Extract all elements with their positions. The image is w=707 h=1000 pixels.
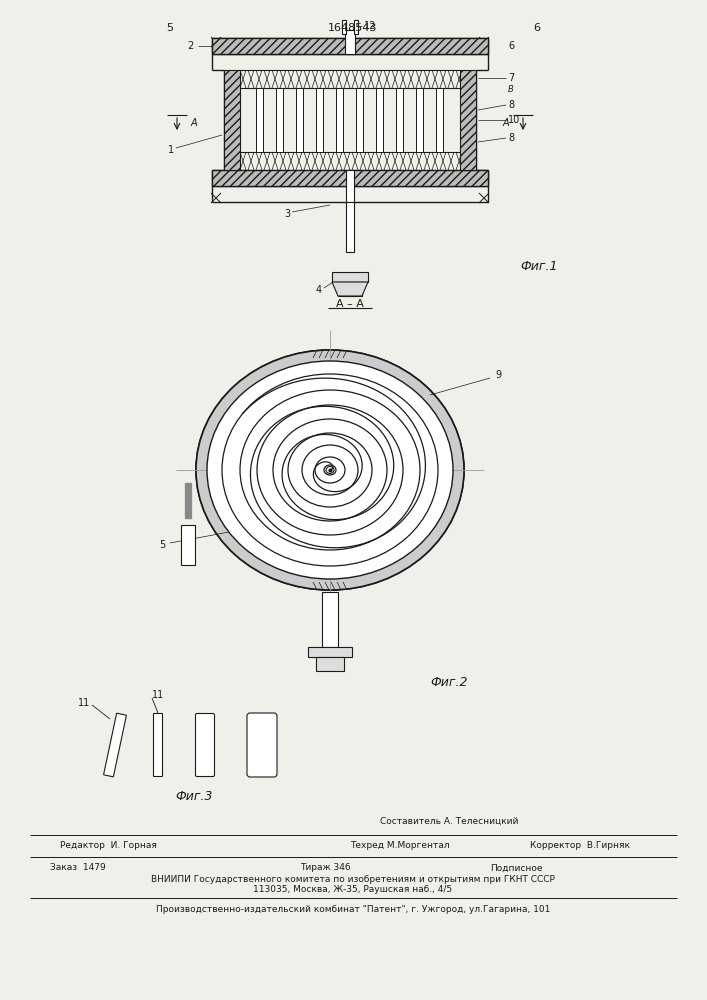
Text: Фиг.2: Фиг.2 — [430, 676, 467, 688]
Polygon shape — [185, 516, 191, 518]
Text: В: В — [508, 86, 514, 95]
Text: 6: 6 — [534, 23, 540, 33]
Text: 113035, Москва, Ж-35, Раушская наб., 4/5: 113035, Москва, Ж-35, Раушская наб., 4/5 — [253, 886, 452, 894]
Bar — [276, 88, 284, 152]
Text: 5: 5 — [167, 23, 173, 33]
Text: Тираж 346: Тираж 346 — [300, 863, 351, 872]
Polygon shape — [185, 504, 191, 506]
Text: Подписное: Подписное — [490, 863, 542, 872]
FancyBboxPatch shape — [247, 713, 277, 777]
Text: А – А: А – А — [336, 299, 364, 309]
Bar — [346, 202, 354, 252]
FancyBboxPatch shape — [153, 714, 163, 776]
Text: 1: 1 — [168, 145, 174, 155]
Polygon shape — [185, 483, 191, 485]
Bar — [436, 88, 443, 152]
Polygon shape — [185, 513, 191, 515]
Bar — [308, 647, 352, 657]
Text: 5: 5 — [159, 540, 165, 550]
Bar — [332, 272, 368, 282]
Bar — [316, 657, 344, 671]
Text: Производственно-издательский комбинат "Патент", г. Ужгород, ул.Гагарина, 101: Производственно-издательский комбинат "П… — [156, 904, 550, 914]
Ellipse shape — [196, 350, 464, 590]
Bar — [354, 20, 358, 34]
Text: ВНИИПИ Государственного комитета по изобретениям и открытиям при ГКНТ СССР: ВНИИПИ Государственного комитета по изоб… — [151, 874, 555, 884]
Text: Редактор  И. Горная: Редактор И. Горная — [60, 842, 157, 850]
Text: 1648543: 1648543 — [328, 23, 378, 33]
Bar — [224, 70, 240, 170]
Text: А: А — [191, 118, 198, 128]
Bar — [212, 38, 488, 54]
Bar — [181, 525, 195, 565]
Bar — [296, 88, 303, 152]
FancyBboxPatch shape — [104, 713, 127, 777]
Text: Заказ  1479: Заказ 1479 — [50, 863, 106, 872]
Bar — [460, 70, 476, 170]
Bar — [346, 170, 354, 202]
Polygon shape — [185, 495, 191, 497]
Bar — [356, 88, 363, 152]
Polygon shape — [185, 510, 191, 512]
Bar — [342, 20, 346, 34]
Text: 7: 7 — [508, 73, 514, 83]
Ellipse shape — [196, 350, 464, 590]
Text: 4: 4 — [316, 285, 322, 295]
Bar — [397, 88, 404, 152]
Text: 8: 8 — [508, 100, 514, 110]
Text: Техред М.Моргентал: Техред М.Моргентал — [350, 842, 450, 850]
Polygon shape — [185, 486, 191, 488]
Text: 8: 8 — [508, 133, 514, 143]
Text: 6: 6 — [508, 41, 514, 51]
Bar — [416, 88, 423, 152]
Ellipse shape — [207, 361, 453, 579]
Text: 11: 11 — [152, 690, 164, 700]
Text: 9: 9 — [495, 370, 501, 380]
Bar — [317, 88, 324, 152]
Polygon shape — [332, 282, 368, 296]
FancyBboxPatch shape — [196, 714, 214, 776]
Text: Фиг.3: Фиг.3 — [175, 790, 213, 804]
Text: 3: 3 — [284, 209, 290, 219]
Bar — [257, 88, 264, 152]
Polygon shape — [185, 507, 191, 509]
Text: А: А — [503, 118, 509, 128]
Bar — [377, 88, 383, 152]
Bar — [212, 170, 488, 186]
Text: Корректор  В.Гирняк: Корректор В.Гирняк — [530, 842, 630, 850]
Polygon shape — [185, 498, 191, 500]
Bar — [345, 30, 355, 54]
Bar — [338, 282, 362, 296]
Text: Фиг.1: Фиг.1 — [520, 260, 558, 273]
Ellipse shape — [326, 466, 334, 474]
Polygon shape — [185, 489, 191, 491]
Text: 10: 10 — [508, 115, 520, 125]
Bar — [337, 88, 344, 152]
Polygon shape — [185, 492, 191, 494]
Text: Составитель А. Телесницкий: Составитель А. Телесницкий — [380, 816, 518, 826]
Text: 2: 2 — [188, 41, 194, 51]
Polygon shape — [185, 501, 191, 503]
Text: 12: 12 — [364, 21, 376, 31]
Bar — [322, 592, 338, 647]
Text: 11: 11 — [78, 698, 90, 708]
